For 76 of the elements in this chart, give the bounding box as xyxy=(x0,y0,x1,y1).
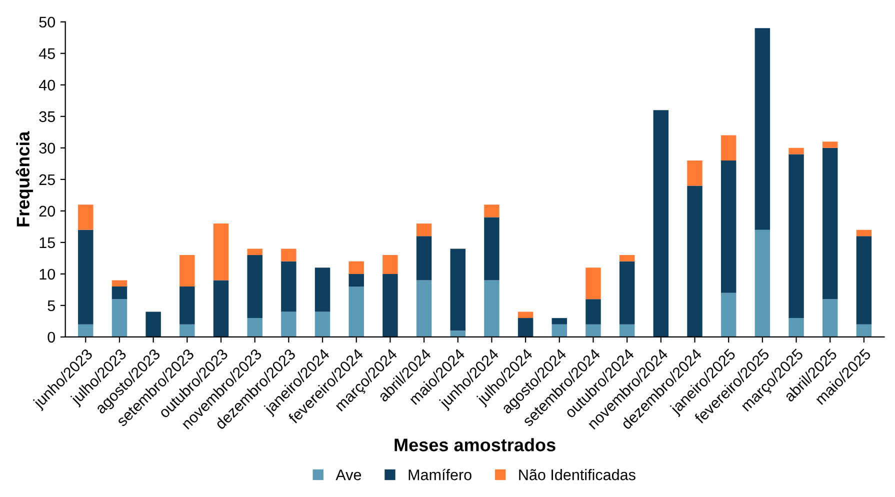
bar xyxy=(788,148,804,154)
bar xyxy=(720,160,736,293)
bar xyxy=(518,318,534,337)
legend-label: Mamífero xyxy=(408,468,472,480)
bar xyxy=(687,186,702,337)
bar xyxy=(822,299,838,337)
y-tick-label: 50 xyxy=(39,16,56,28)
bar xyxy=(450,248,466,331)
bar xyxy=(213,224,229,280)
y-tick-label: 0 xyxy=(48,332,56,343)
bar xyxy=(754,230,770,337)
y-tick-label: 35 xyxy=(39,111,55,122)
bar xyxy=(586,299,601,324)
bar xyxy=(281,261,296,312)
bar xyxy=(788,318,804,337)
bar xyxy=(619,324,635,337)
bar xyxy=(586,324,601,337)
bar xyxy=(281,312,296,337)
y-tick-label: 25 xyxy=(39,174,55,186)
bar xyxy=(754,28,770,230)
bar xyxy=(382,255,398,274)
bar xyxy=(484,217,500,280)
bar xyxy=(586,268,601,300)
bar xyxy=(788,154,804,318)
bar xyxy=(146,312,161,337)
bar xyxy=(822,142,838,148)
bar xyxy=(416,224,432,236)
bar xyxy=(348,274,364,287)
bar xyxy=(180,324,195,337)
bar xyxy=(247,248,262,256)
bar xyxy=(180,286,195,324)
x-axis-title: Meses amostrados xyxy=(394,438,556,452)
bar xyxy=(518,312,534,318)
bar xyxy=(348,261,364,274)
bar xyxy=(112,299,128,337)
bar xyxy=(314,312,330,337)
bar xyxy=(856,230,872,236)
bar xyxy=(619,261,635,324)
y-tick-label: 30 xyxy=(39,142,56,154)
bar xyxy=(78,230,94,324)
bar xyxy=(416,236,432,280)
bar xyxy=(720,135,736,161)
y-tick-label: 20 xyxy=(39,206,56,217)
bar xyxy=(450,330,466,337)
bar xyxy=(856,324,872,337)
bar xyxy=(213,280,229,337)
bar xyxy=(619,255,635,262)
bar xyxy=(484,280,500,337)
legend-label: Ave xyxy=(336,470,362,480)
y-tick-label: 10 xyxy=(40,268,56,280)
bar xyxy=(78,324,94,337)
bar xyxy=(822,148,838,300)
bar xyxy=(416,280,432,337)
y-tick-label: 15 xyxy=(40,237,55,248)
bar xyxy=(314,268,330,312)
bar xyxy=(348,286,364,337)
bar xyxy=(687,160,702,186)
y-tick-label: 40 xyxy=(38,80,56,91)
legend-label: Não Identificadas xyxy=(519,469,636,480)
y-tick-label: 5 xyxy=(48,300,55,312)
bar xyxy=(247,255,262,318)
bar xyxy=(552,318,568,324)
bar xyxy=(78,204,94,230)
y-tick-label: 45 xyxy=(38,48,55,60)
y-axis-title: Frequência xyxy=(16,131,34,226)
bar xyxy=(247,318,262,337)
bar xyxy=(382,274,398,337)
bar xyxy=(484,204,500,218)
bar xyxy=(180,255,195,287)
bar xyxy=(112,286,128,300)
bar xyxy=(720,292,736,337)
bar xyxy=(552,324,568,337)
bar xyxy=(653,110,669,337)
bar xyxy=(112,280,128,287)
bar xyxy=(856,236,872,324)
bar xyxy=(281,248,296,262)
